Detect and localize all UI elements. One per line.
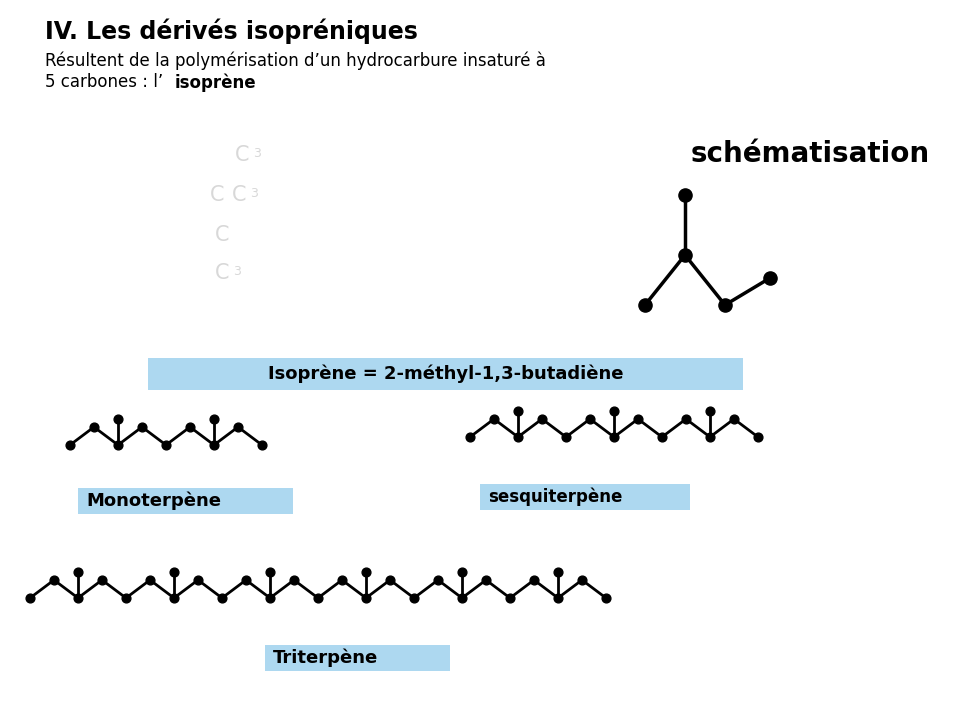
Point: [214, 593, 229, 604]
Point: [46, 575, 61, 586]
Point: [511, 431, 526, 443]
Text: Monoterpène: Monoterpène: [86, 492, 221, 510]
Point: [526, 575, 541, 586]
Point: [254, 439, 270, 451]
Text: 3: 3: [253, 147, 261, 160]
Text: 3: 3: [250, 187, 258, 200]
FancyBboxPatch shape: [265, 645, 450, 671]
Point: [637, 300, 653, 311]
Point: [430, 575, 445, 586]
Point: [762, 272, 778, 284]
Point: [158, 439, 174, 451]
Text: Résultent de la polymérisation d’un hydrocarbure insaturé à: Résultent de la polymérisation d’un hydr…: [45, 52, 546, 71]
Point: [487, 413, 502, 425]
Point: [166, 566, 181, 577]
Point: [134, 421, 150, 433]
Point: [703, 405, 718, 417]
Point: [607, 431, 622, 443]
Text: Isoprène = 2-méthyl-1,3-butadiène: Isoprène = 2-méthyl-1,3-butadiène: [268, 365, 623, 383]
Point: [334, 575, 349, 586]
FancyBboxPatch shape: [480, 484, 690, 510]
Point: [607, 405, 622, 417]
Point: [559, 431, 574, 443]
Point: [70, 566, 85, 577]
Text: sesquiterpène: sesquiterpène: [488, 487, 622, 506]
Point: [406, 593, 421, 604]
Point: [478, 575, 493, 586]
Text: 5 carbones : l’: 5 carbones : l’: [45, 73, 163, 91]
Point: [190, 575, 205, 586]
Point: [655, 431, 670, 443]
Point: [535, 413, 550, 425]
Point: [717, 300, 732, 311]
FancyBboxPatch shape: [148, 358, 743, 390]
Point: [358, 566, 373, 577]
Point: [110, 439, 126, 451]
Point: [463, 431, 478, 443]
Point: [751, 431, 766, 443]
Point: [206, 439, 222, 451]
Point: [142, 575, 157, 586]
Text: Triterpène: Triterpène: [273, 649, 378, 667]
Point: [62, 439, 78, 451]
Point: [454, 593, 469, 604]
Text: C: C: [215, 263, 229, 283]
Point: [94, 575, 109, 586]
Point: [110, 413, 126, 425]
FancyBboxPatch shape: [78, 488, 293, 514]
Point: [679, 413, 694, 425]
Point: [310, 593, 325, 604]
Point: [358, 593, 373, 604]
Point: [574, 575, 589, 586]
Point: [262, 566, 277, 577]
Point: [550, 593, 565, 604]
Point: [22, 593, 37, 604]
Point: [502, 593, 517, 604]
Point: [727, 413, 742, 425]
Text: isoprène: isoprène: [175, 73, 256, 91]
Text: C: C: [232, 185, 247, 205]
Point: [206, 413, 222, 425]
Point: [86, 421, 102, 433]
Text: IV. Les dérivés isopréniques: IV. Les dérivés isopréniques: [45, 18, 418, 43]
Text: 3: 3: [233, 265, 241, 278]
Point: [166, 593, 181, 604]
Text: C: C: [215, 225, 229, 245]
Point: [70, 593, 85, 604]
Point: [382, 575, 397, 586]
Point: [598, 593, 613, 604]
Text: schématisation: schématisation: [691, 140, 930, 168]
Point: [182, 421, 198, 433]
Text: C: C: [235, 145, 250, 165]
Point: [678, 249, 693, 261]
Point: [118, 593, 133, 604]
Point: [550, 566, 565, 577]
Point: [703, 431, 718, 443]
Point: [583, 413, 598, 425]
Point: [511, 405, 526, 417]
Point: [631, 413, 646, 425]
Point: [454, 566, 469, 577]
Point: [678, 189, 693, 201]
Point: [238, 575, 253, 586]
Text: C: C: [210, 185, 225, 205]
Point: [286, 575, 301, 586]
Point: [262, 593, 277, 604]
Point: [230, 421, 246, 433]
